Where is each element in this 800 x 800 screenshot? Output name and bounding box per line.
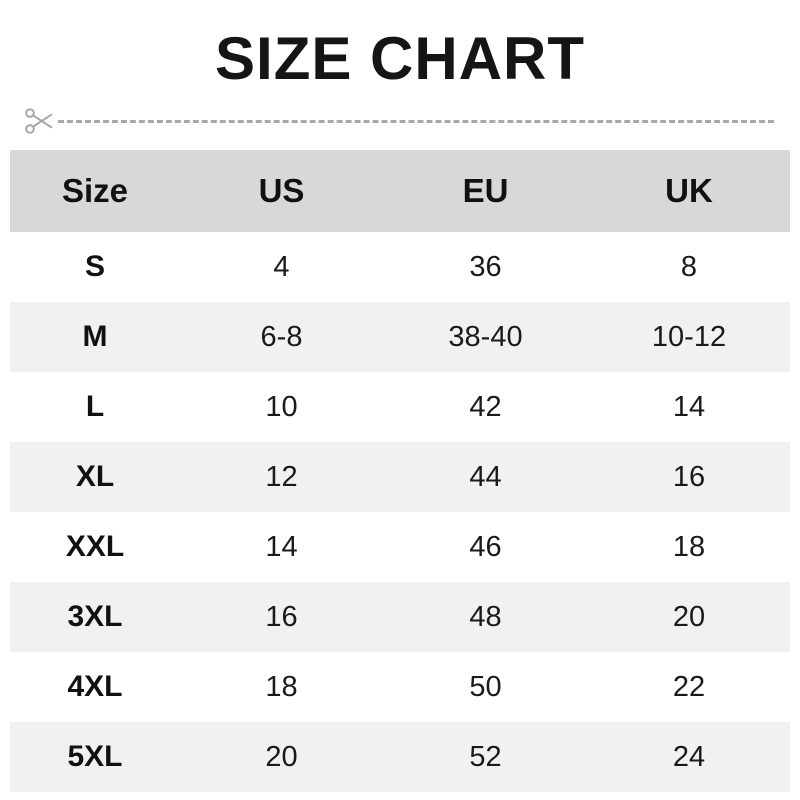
- cell-size: 4XL: [10, 652, 180, 722]
- cut-line: [22, 104, 774, 138]
- table-row: 4XL 18 50 22: [10, 652, 790, 722]
- cell-us: 6-8: [180, 302, 383, 372]
- cell-size: XXL: [10, 512, 180, 582]
- cell-us: 4: [180, 232, 383, 302]
- cell-uk: 22: [588, 652, 790, 722]
- cell-us: 14: [180, 512, 383, 582]
- table-row: XXL 14 46 18: [10, 512, 790, 582]
- cell-uk: 14: [588, 372, 790, 442]
- dashed-cut-rule: [58, 120, 774, 123]
- cell-us: 10: [180, 372, 383, 442]
- column-header-eu: EU: [383, 150, 588, 232]
- cell-uk: 8: [588, 232, 790, 302]
- cell-us: 16: [180, 582, 383, 652]
- cell-size: XL: [10, 442, 180, 512]
- cell-us: 18: [180, 652, 383, 722]
- size-table-container: Size US EU UK S 4 36 8 M 6-8 38-40 10-12…: [10, 150, 790, 792]
- table-row: 3XL 16 48 20: [10, 582, 790, 652]
- scissors-icon: [22, 104, 56, 138]
- title-section: SIZE CHART: [0, 0, 800, 92]
- cell-uk: 18: [588, 512, 790, 582]
- cell-eu: 50: [383, 652, 588, 722]
- size-table: Size US EU UK S 4 36 8 M 6-8 38-40 10-12…: [10, 150, 790, 792]
- cell-eu: 36: [383, 232, 588, 302]
- cell-eu: 38-40: [383, 302, 588, 372]
- column-header-uk: UK: [588, 150, 790, 232]
- cell-eu: 42: [383, 372, 588, 442]
- column-header-us: US: [180, 150, 383, 232]
- cell-eu: 46: [383, 512, 588, 582]
- cell-uk: 10-12: [588, 302, 790, 372]
- cell-uk: 16: [588, 442, 790, 512]
- cell-size: S: [10, 232, 180, 302]
- cell-size: M: [10, 302, 180, 372]
- table-header-row: Size US EU UK: [10, 150, 790, 232]
- cell-eu: 48: [383, 582, 588, 652]
- cell-size: L: [10, 372, 180, 442]
- table-row: M 6-8 38-40 10-12: [10, 302, 790, 372]
- cell-us: 12: [180, 442, 383, 512]
- table-row: S 4 36 8: [10, 232, 790, 302]
- cell-uk: 20: [588, 582, 790, 652]
- cell-eu: 52: [383, 722, 588, 792]
- cell-size: 3XL: [10, 582, 180, 652]
- cell-eu: 44: [383, 442, 588, 512]
- cell-us: 20: [180, 722, 383, 792]
- table-row: XL 12 44 16: [10, 442, 790, 512]
- table-header: Size US EU UK: [10, 150, 790, 232]
- cell-uk: 24: [588, 722, 790, 792]
- table-row: 5XL 20 52 24: [10, 722, 790, 792]
- page-title: SIZE CHART: [215, 25, 585, 92]
- table-row: L 10 42 14: [10, 372, 790, 442]
- table-body: S 4 36 8 M 6-8 38-40 10-12 L 10 42 14 XL…: [10, 232, 790, 792]
- cell-size: 5XL: [10, 722, 180, 792]
- column-header-size: Size: [10, 150, 180, 232]
